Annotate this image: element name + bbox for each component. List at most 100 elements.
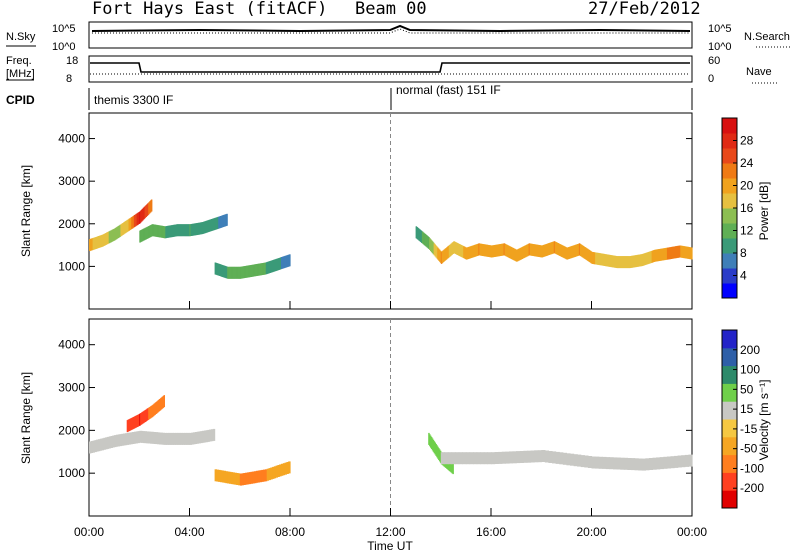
power-cell [451,242,453,255]
power-cell [224,265,226,278]
power-cell [456,243,459,255]
velocity-cell [115,434,119,447]
power-cell [422,232,425,245]
power-cell [530,243,532,256]
velocity-cell [512,451,517,464]
velocity-cell [605,457,611,470]
nsky-label: N.Sky [6,31,36,43]
power-cell [683,246,686,259]
velocity-cell [99,438,103,451]
velocity-cell [112,435,115,448]
power-cell [487,244,489,257]
power-cell [504,243,506,256]
velocity-colorbar-swatch [722,419,737,438]
power-cell [602,253,604,266]
velocity-cell [147,408,149,421]
power-colorbar-tick-label: 12 [740,224,754,238]
power-cell [509,246,512,259]
velocity-colorbar-tick-label: -100 [740,461,764,475]
power-cell [439,250,442,263]
power-cell [641,254,644,266]
power-cell [533,244,535,257]
velocity-cell [541,450,546,462]
power-cell [672,246,674,259]
power-cell [95,237,97,249]
power-cell [101,234,104,247]
velocity-cell [641,458,646,471]
power-cell [273,259,275,272]
cpid-segment-1: themis 3300 IF [94,93,173,107]
power-cell [559,244,561,256]
power-cell [464,246,466,259]
power-cell [438,248,440,261]
velocity-cell [184,432,187,445]
velocity-cell [92,440,95,453]
power-y-label: Slant Range [km] [19,165,33,257]
velocity-cell [129,418,131,431]
power-cell [492,245,495,258]
power-cell [174,224,176,237]
velocity-colorbar-swatch [722,454,737,473]
power-cell [221,265,224,277]
power-cell [185,224,188,237]
power-cell [439,249,441,262]
power-cell [658,249,661,261]
power-cell [130,217,132,230]
power-cell [161,225,164,238]
power-cell [631,255,634,268]
velocity-cell [105,437,108,450]
velocity-cell [128,419,130,432]
power-cell [184,224,186,237]
power-cell [595,252,597,265]
power-cell [514,248,516,261]
velocity-colorbar-swatch [722,436,737,456]
power-cell [190,224,192,236]
velocity-cell [158,399,160,412]
velocity-cell [123,433,126,446]
power-cell [646,252,648,265]
power-colorbar-label: Power [dB] [757,182,771,241]
power-cell [203,221,206,234]
power-cell [272,260,274,273]
power-cell [249,265,252,278]
velocity-cell [134,415,137,428]
velocity-cell [130,418,132,431]
velocity-cell [239,473,243,486]
power-cell [489,245,491,258]
power-cell [148,202,150,215]
power-cell [143,228,146,241]
velocity-cell [153,432,156,444]
power-cell [165,226,167,239]
power-cell [428,237,430,249]
power-cell [135,213,138,226]
power-cell [626,256,628,269]
power-cell [254,264,256,277]
power-cell [613,255,616,268]
power-cell [450,243,453,256]
nsky-trace [91,24,691,33]
velocity-cell [286,462,289,474]
power-cell [263,262,265,275]
power-cell [126,219,129,232]
velocity-cell [162,395,165,408]
power-colorbar-tick-label: 20 [740,179,754,193]
power-cell [485,244,488,257]
power-cell [257,263,260,276]
velocity-cell [469,452,474,465]
velocity-cell [433,441,436,454]
power-cell [275,258,278,271]
power-cell [656,249,658,262]
station-title: Fort Hays East (fitACF) [92,0,327,19]
power-cell [599,253,602,266]
power-cell [576,244,578,257]
power-cell [89,238,92,251]
power-cell [206,220,208,233]
power-cell [563,246,566,259]
power-colorbar-swatch [722,268,737,284]
nsky-max-tick: 10^5 [52,23,76,35]
power-cell [427,236,429,249]
velocity-cell [275,465,278,478]
velocity-cell [248,472,252,485]
power-cell [205,220,208,233]
velocity-cell [114,435,117,448]
